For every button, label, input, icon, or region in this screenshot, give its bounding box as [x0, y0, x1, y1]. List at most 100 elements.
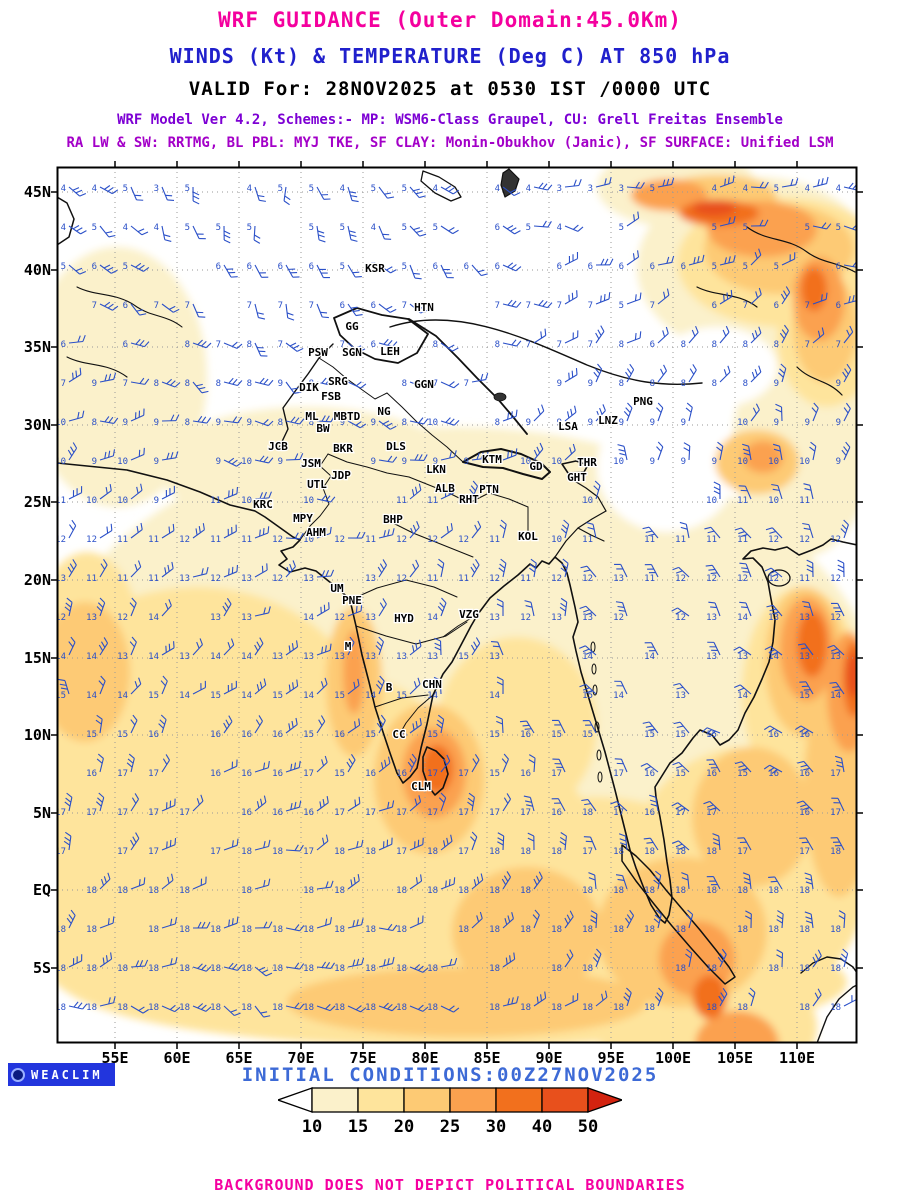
svg-text:11: 11 [520, 574, 531, 584]
svg-text:8: 8 [774, 340, 779, 350]
svg-text:5: 5 [402, 223, 407, 233]
svg-text:18: 18 [520, 925, 531, 935]
svg-text:ML: ML [305, 410, 319, 423]
svg-text:18: 18 [737, 886, 748, 896]
svg-text:18: 18 [768, 964, 779, 974]
svg-text:GHT: GHT [567, 471, 587, 484]
svg-text:7: 7 [61, 379, 66, 389]
svg-text:7: 7 [433, 379, 438, 389]
lon-tick-label: 90E [535, 1049, 563, 1067]
svg-text:12: 12 [613, 613, 624, 623]
svg-text:11: 11 [148, 574, 159, 584]
svg-text:18: 18 [582, 886, 593, 896]
svg-text:18: 18 [706, 1003, 717, 1013]
svg-text:10: 10 [551, 457, 562, 467]
lat-tick-label: 40N [23, 261, 51, 279]
svg-text:9: 9 [650, 457, 655, 467]
svg-text:12: 12 [334, 613, 345, 623]
svg-text:11: 11 [458, 574, 469, 584]
svg-text:5: 5 [774, 184, 779, 194]
lat-tick-label: 10N [23, 726, 51, 744]
svg-text:8: 8 [619, 379, 624, 389]
svg-text:16: 16 [644, 769, 655, 779]
svg-text:8: 8 [495, 340, 500, 350]
svg-text:9: 9 [526, 418, 531, 428]
svg-text:50: 50 [578, 1117, 598, 1136]
svg-text:14: 14 [179, 691, 190, 701]
svg-text:18: 18 [427, 886, 438, 896]
svg-text:CC: CC [392, 728, 405, 741]
svg-text:8: 8 [712, 379, 717, 389]
lat-tick-label: 30N [23, 416, 51, 434]
svg-text:18: 18 [830, 847, 841, 857]
svg-text:18: 18 [210, 964, 221, 974]
svg-text:11: 11 [55, 496, 66, 506]
svg-text:7: 7 [402, 301, 407, 311]
svg-text:9: 9 [371, 457, 376, 467]
svg-text:11: 11 [427, 574, 438, 584]
svg-text:5: 5 [650, 184, 655, 194]
svg-text:SRG: SRG [328, 375, 348, 388]
svg-text:17: 17 [303, 769, 314, 779]
valid-time-text: VALID For: 28NOV2025 at 0530 IST /0000 U… [188, 78, 712, 100]
svg-text:14: 14 [241, 652, 252, 662]
svg-text:11: 11 [799, 574, 810, 584]
svg-text:8: 8 [681, 340, 686, 350]
svg-text:17: 17 [148, 769, 159, 779]
svg-text:16: 16 [799, 808, 810, 818]
svg-text:9: 9 [216, 457, 221, 467]
svg-text:18: 18 [706, 847, 717, 857]
svg-text:18: 18 [241, 925, 252, 935]
svg-text:13: 13 [706, 652, 717, 662]
svg-text:16: 16 [768, 769, 779, 779]
svg-text:17: 17 [737, 847, 748, 857]
svg-text:7: 7 [92, 301, 97, 311]
svg-text:18: 18 [489, 847, 500, 857]
svg-text:NG: NG [377, 405, 391, 418]
svg-text:17: 17 [55, 808, 66, 818]
svg-text:18: 18 [396, 1003, 407, 1013]
svg-text:16: 16 [210, 769, 221, 779]
svg-text:12: 12 [520, 613, 531, 623]
svg-text:RHT: RHT [459, 493, 479, 506]
svg-text:11: 11 [582, 535, 593, 545]
svg-text:14: 14 [148, 613, 159, 623]
svg-text:10: 10 [551, 535, 562, 545]
svg-text:17: 17 [489, 808, 500, 818]
svg-text:18: 18 [272, 925, 283, 935]
svg-text:M: M [345, 640, 352, 653]
disclaimer-text: BACKGROUND DOES NOT DEPICT POLITICAL BOU… [214, 1176, 686, 1194]
svg-text:10: 10 [55, 457, 66, 467]
svg-text:18: 18 [830, 964, 841, 974]
svg-text:BW: BW [316, 422, 330, 435]
svg-text:JCB: JCB [268, 440, 288, 453]
svg-text:8: 8 [92, 418, 97, 428]
svg-text:14: 14 [241, 691, 252, 701]
svg-text:11: 11 [117, 535, 128, 545]
svg-text:11: 11 [148, 535, 159, 545]
lat-tick-label: 45N [23, 183, 51, 201]
svg-text:18: 18 [210, 925, 221, 935]
svg-text:5: 5 [92, 223, 97, 233]
svg-text:10: 10 [706, 496, 717, 506]
svg-text:11: 11 [117, 574, 128, 584]
svg-text:18: 18 [551, 964, 562, 974]
svg-text:PNG: PNG [633, 395, 653, 408]
svg-text:18: 18 [799, 964, 810, 974]
svg-text:10: 10 [799, 457, 810, 467]
svg-text:5: 5 [712, 262, 717, 272]
svg-text:18: 18 [55, 964, 66, 974]
svg-text:17: 17 [613, 808, 624, 818]
svg-text:12: 12 [396, 535, 407, 545]
svg-text:PTN: PTN [479, 483, 499, 496]
svg-text:15: 15 [303, 730, 314, 740]
svg-text:5: 5 [247, 223, 252, 233]
svg-text:6: 6 [247, 262, 252, 272]
graticule [57, 167, 857, 1043]
svg-text:17: 17 [334, 808, 345, 818]
svg-text:13: 13 [706, 613, 717, 623]
svg-text:15: 15 [334, 691, 345, 701]
svg-text:5: 5 [402, 184, 407, 194]
svg-text:20: 20 [394, 1117, 414, 1136]
